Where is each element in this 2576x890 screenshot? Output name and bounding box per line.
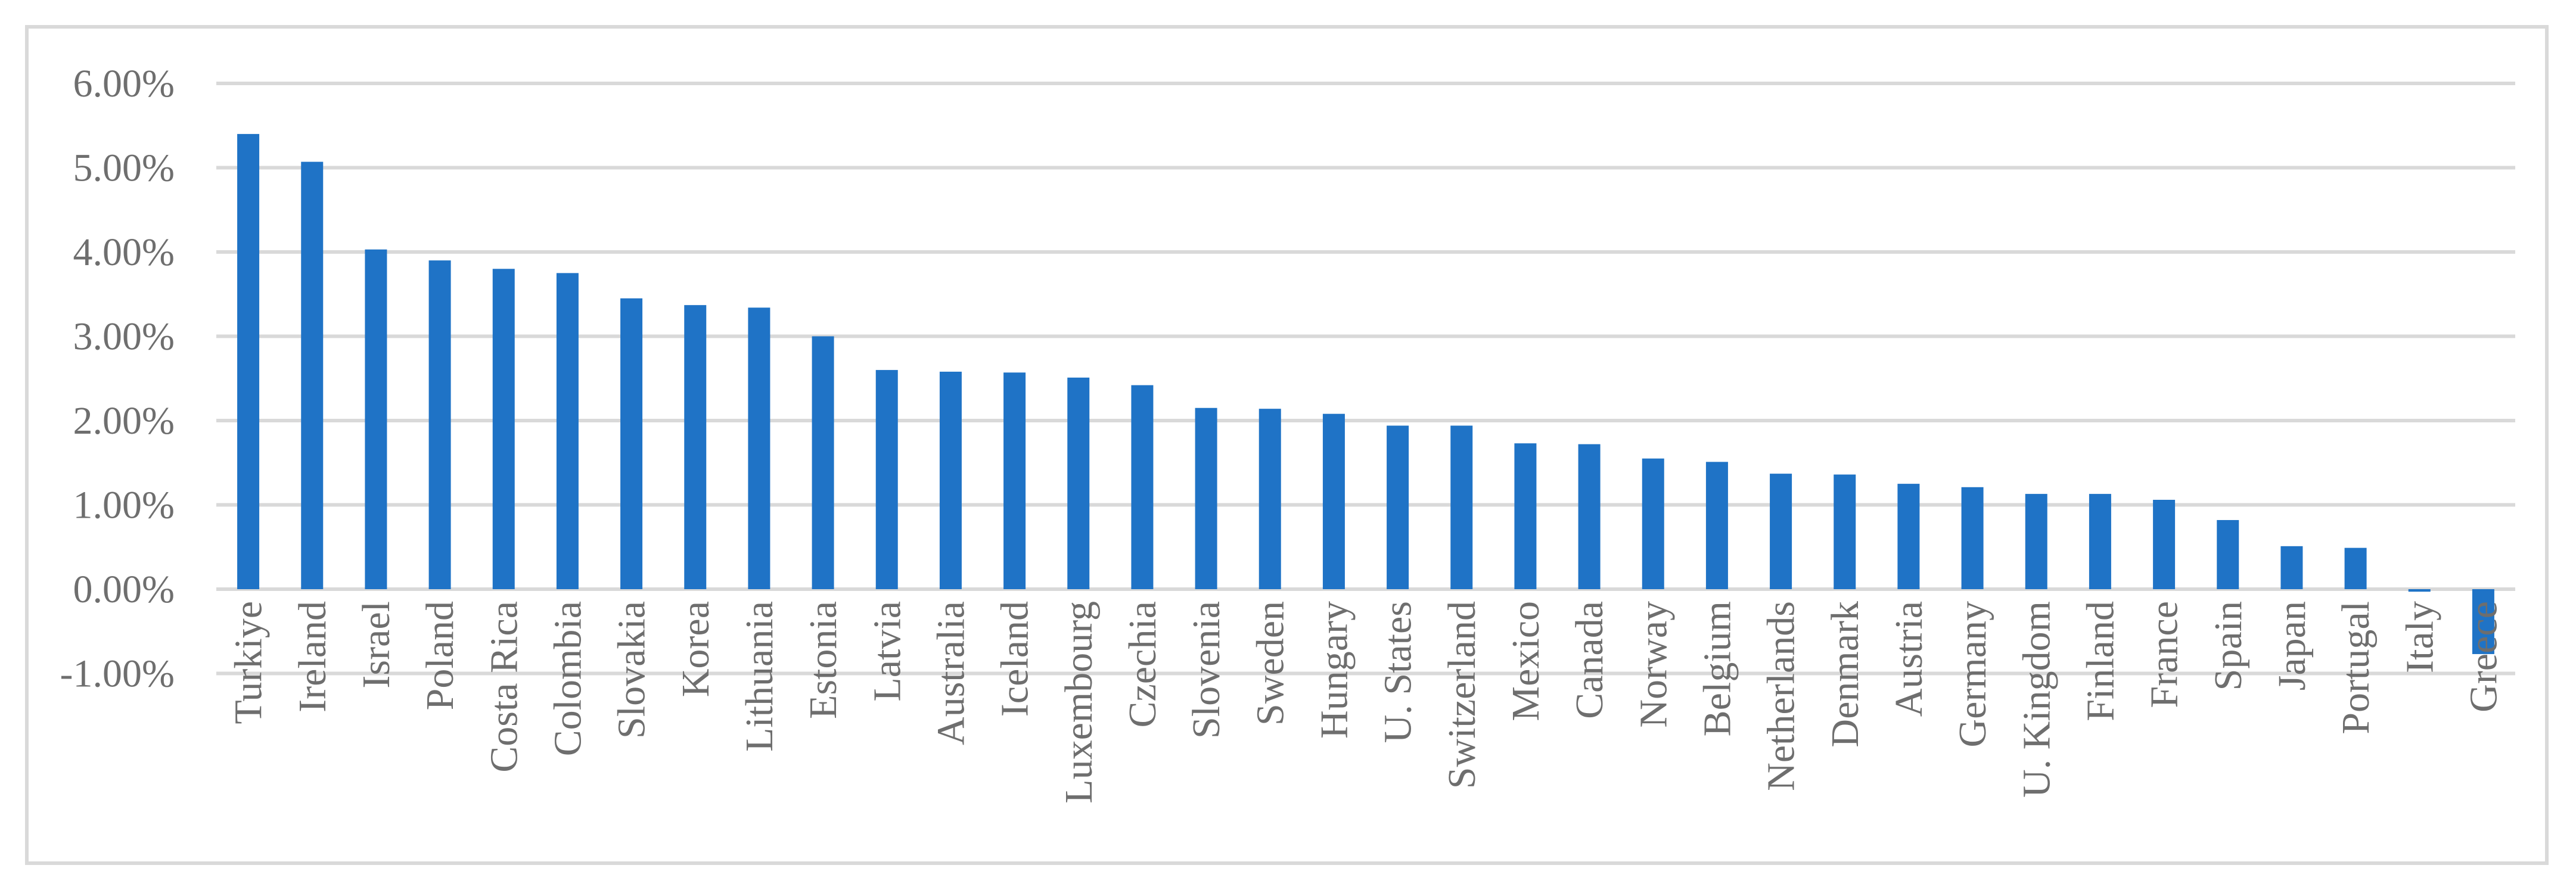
bars — [237, 133, 2494, 654]
x-category-label: Turkiye — [227, 601, 271, 724]
x-category-label: U. Kingdom — [2015, 601, 2058, 798]
bar-korea — [684, 305, 707, 589]
bar-france — [2153, 500, 2176, 589]
bar-israel — [365, 249, 387, 589]
x-category-label: Slovakia — [610, 601, 654, 739]
bar-germany — [1961, 487, 1984, 589]
bar-hungary — [1322, 413, 1345, 589]
x-category-label: Norway — [1632, 601, 1675, 728]
bar-slovenia — [1195, 407, 1217, 589]
bar-u-states — [1387, 425, 1409, 589]
y-tick-label: 4.00% — [73, 231, 175, 274]
bar-czechia — [1131, 385, 1154, 589]
bar-iceland — [1003, 372, 1026, 589]
x-category-label: U. States — [1376, 601, 1420, 743]
x-category-label: Portugal — [2334, 601, 2378, 735]
x-category-label: Spain — [2207, 601, 2250, 690]
x-category-label: Austria — [1887, 601, 1931, 717]
x-category-label: Korea — [674, 601, 717, 697]
x-category-label: Netherlands — [1760, 601, 1803, 791]
x-category-label: Latvia — [865, 601, 909, 702]
x-category-label: Belgium — [1695, 601, 1739, 736]
bar-u-kingdom — [2025, 494, 2047, 589]
bar-greece — [2472, 589, 2494, 654]
bar-australia — [939, 371, 962, 589]
y-tick-label: 2.00% — [73, 399, 175, 443]
bar-colombia — [556, 273, 579, 589]
bar-japan — [2280, 546, 2303, 589]
bar-mexico — [1514, 443, 1537, 589]
bar-netherlands — [1770, 474, 1792, 589]
bar-slovakia — [620, 298, 643, 589]
gridlines — [216, 82, 2515, 676]
x-category-label: Iceland — [993, 601, 1037, 717]
x-category-label: Luxembourg — [1057, 601, 1101, 804]
bar-poland — [428, 260, 451, 589]
x-category-label: Germany — [1951, 601, 1994, 748]
x-category-label: Mexico — [1504, 601, 1548, 721]
bar-finland — [2089, 494, 2111, 589]
y-tick-label: 0.00% — [73, 568, 175, 611]
x-category-label: Australia — [929, 601, 972, 745]
bar-estonia — [812, 336, 834, 589]
bar-luxembourg — [1067, 377, 1090, 589]
chart-frame: 6.00% 5.00% 4.00% 3.00% 2.00% 1.00% 0.00% -1.00… — [25, 25, 2549, 865]
x-category-label: Israel — [355, 601, 398, 689]
bar-norway — [1642, 458, 1664, 589]
x-category-label: Estonia — [801, 601, 845, 719]
bar-switzerland — [1450, 425, 1473, 589]
bar-turkiye — [237, 133, 260, 589]
x-category-label: Canada — [1568, 601, 1611, 719]
y-tick-label: 3.00% — [73, 315, 175, 359]
x-category-label: Ireland — [291, 601, 334, 712]
y-tick-label: 5.00% — [73, 147, 175, 190]
bar-ireland — [301, 161, 324, 590]
x-axis-category-labels: Turkiye Ireland Israel Poland Costa Rica Colo… — [227, 601, 2506, 804]
bar-sweden — [1259, 409, 1281, 589]
bar-portugal — [2344, 547, 2367, 589]
bar-canada — [1578, 444, 1601, 589]
bar-latvia — [875, 370, 898, 589]
bar-lithuania — [748, 307, 770, 589]
x-category-label: Sweden — [1248, 601, 1292, 726]
x-category-label: Finland — [2078, 601, 2122, 721]
y-tick-label: 1.00% — [73, 484, 175, 527]
bar-costa-rica — [492, 269, 515, 589]
x-category-label: Slovenia — [1185, 601, 1228, 739]
x-category-label: Greece — [2462, 601, 2505, 712]
bar-spain — [2217, 519, 2239, 589]
bar-belgium — [1705, 462, 1728, 589]
x-category-label: Lithuania — [738, 601, 781, 752]
x-category-label: Costa Rica — [482, 601, 526, 773]
y-tick-label: -1.00% — [60, 652, 175, 696]
y-axis-tick-labels: 6.00% 5.00% 4.00% 3.00% 2.00% 1.00% 0.00% -1.00… — [60, 62, 175, 696]
x-category-label: France — [2143, 601, 2186, 708]
bar-chart: 6.00% 5.00% 4.00% 3.00% 2.00% 1.00% 0.00% -1.00… — [60, 62, 2515, 804]
x-category-label: Denmark — [1823, 601, 1867, 748]
x-category-label: Hungary — [1312, 601, 1356, 739]
x-category-label: Colombia — [546, 601, 589, 756]
x-category-label: Czechia — [1121, 601, 1164, 728]
x-category-label: Japan — [2270, 601, 2314, 690]
bar-austria — [1897, 484, 1920, 589]
bar-italy — [2408, 589, 2431, 592]
x-category-label: Italy — [2398, 601, 2441, 673]
y-tick-label: 6.00% — [73, 62, 175, 105]
x-category-label: Switzerland — [1440, 601, 1484, 789]
bar-denmark — [1834, 474, 1856, 589]
x-category-label: Poland — [418, 601, 462, 710]
